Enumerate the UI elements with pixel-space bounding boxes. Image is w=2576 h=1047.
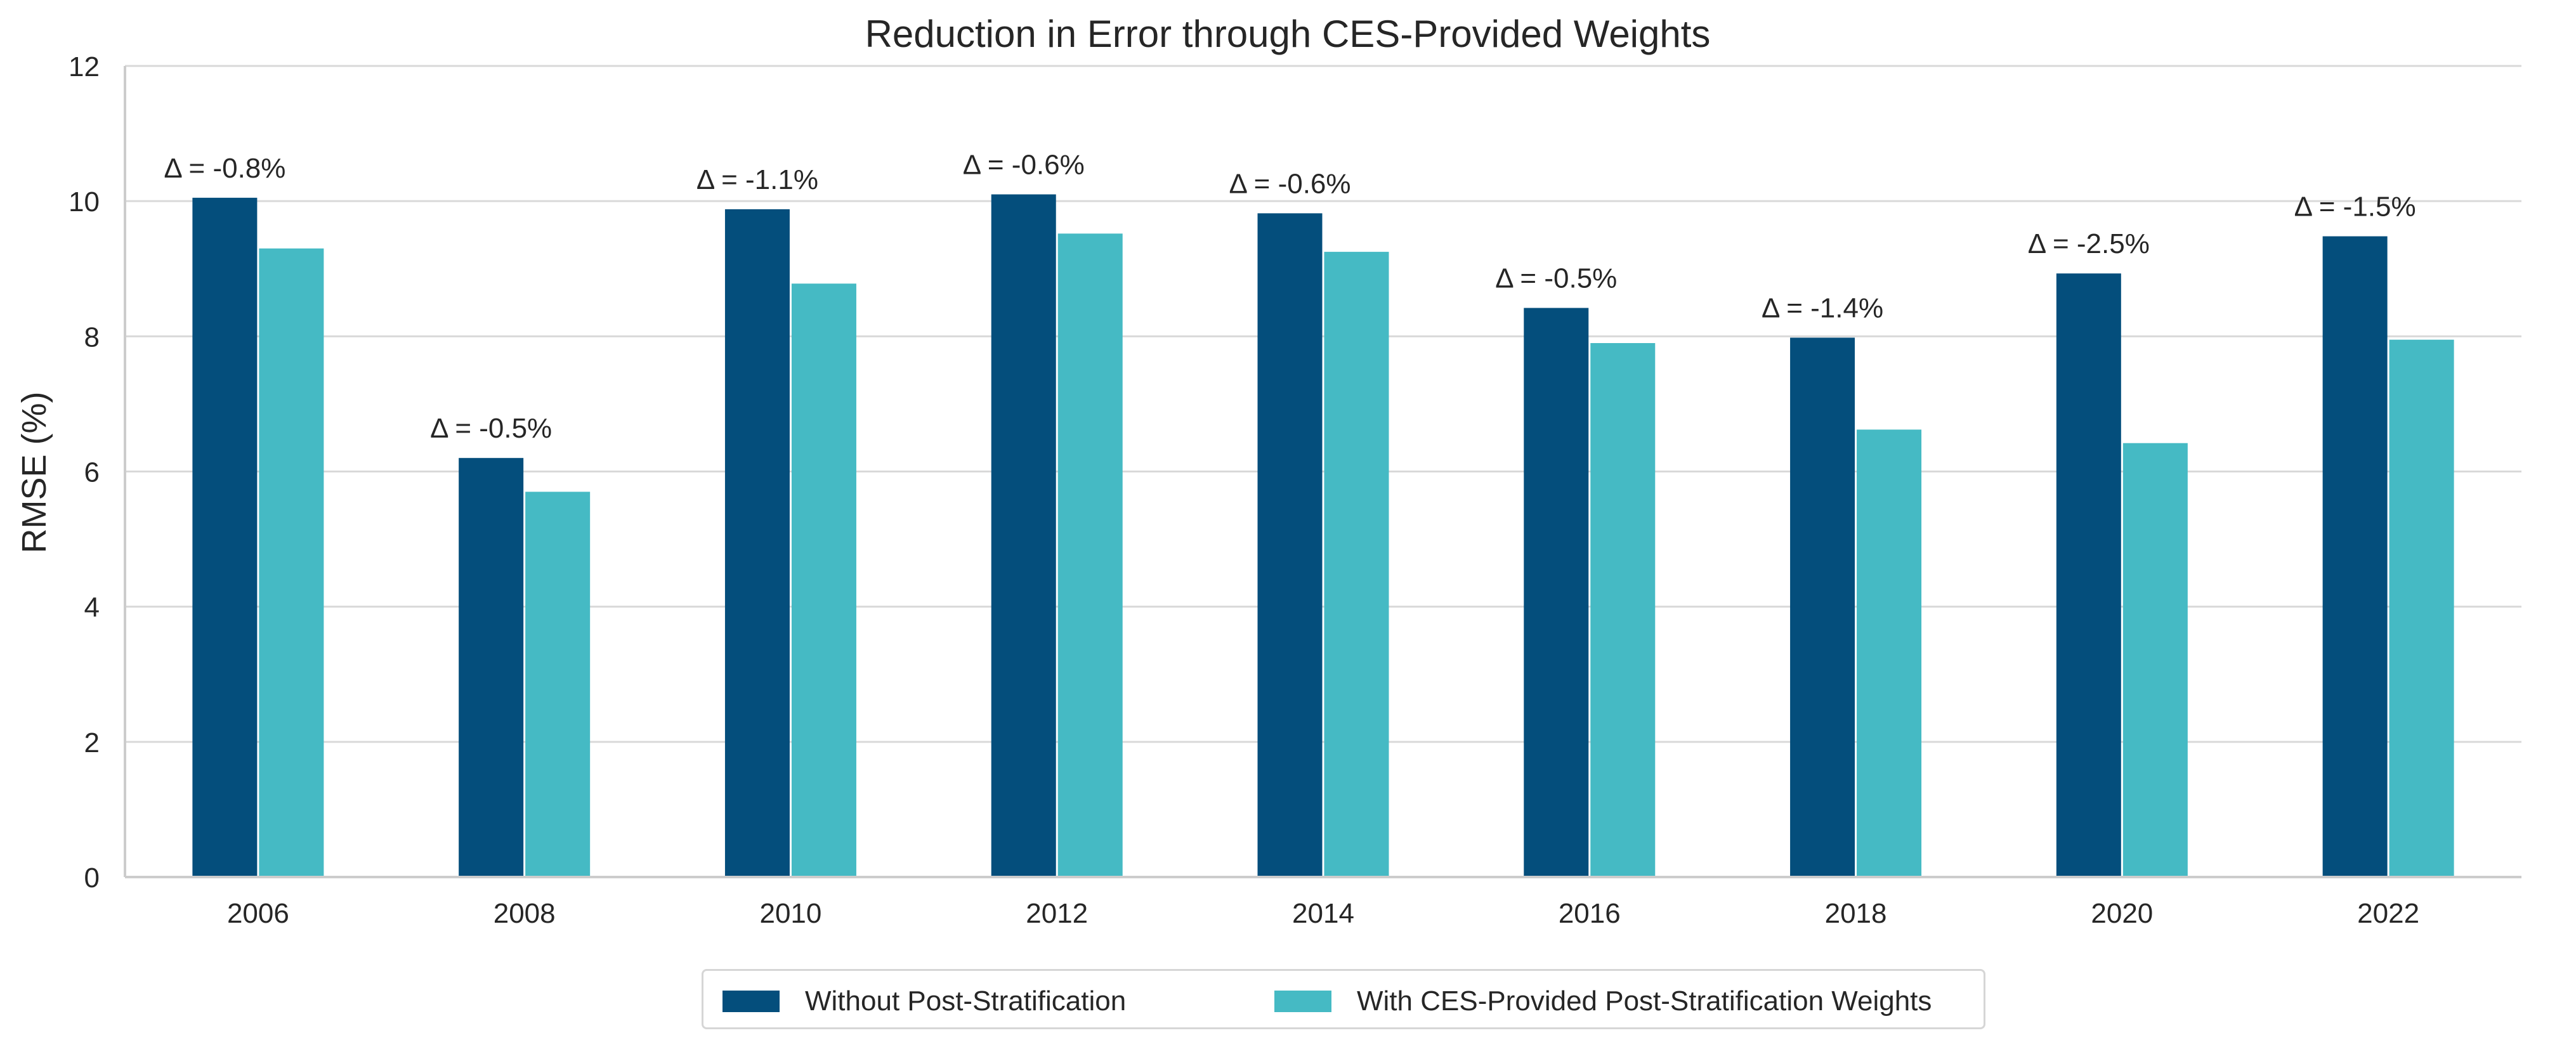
- bar-without: [1257, 213, 1323, 877]
- x-tick-label: 2006: [227, 898, 289, 929]
- bar-with: [2389, 339, 2454, 877]
- legend-item-with: With CES-Provided Post-Stratification We…: [1274, 971, 1932, 1031]
- y-tick-label: 2: [84, 727, 100, 758]
- grid-lines: [125, 65, 2521, 743]
- y-tick-label: 0: [84, 862, 100, 894]
- bar-with: [791, 283, 856, 877]
- y-tick-label: 12: [69, 51, 100, 82]
- y-axis-label: RMSE (%): [15, 392, 53, 554]
- bar-without: [2322, 236, 2388, 878]
- delta-annotation: Δ = -1.1%: [696, 164, 818, 195]
- bar-without: [459, 458, 524, 877]
- x-tick-label: 2016: [1559, 898, 1621, 929]
- bar-without: [1524, 308, 1589, 877]
- chart-title: Reduction in Error through CES-Provided …: [865, 13, 1711, 55]
- x-tick-label: 2020: [2091, 898, 2153, 929]
- delta-annotation: Δ = -2.5%: [2028, 228, 2150, 259]
- axes: [124, 66, 2521, 878]
- delta-annotation: Δ = -0.6%: [1229, 168, 1350, 199]
- bar-with: [1057, 233, 1123, 877]
- y-tick-label: 4: [84, 592, 100, 623]
- x-tick-label: 2018: [1825, 898, 1887, 929]
- bar-with: [1857, 429, 1922, 877]
- delta-annotation: Δ = -0.8%: [164, 153, 285, 184]
- x-tick-label: 2010: [759, 898, 821, 929]
- labels: 0 2 4 6 8 10 12 2006 Δ = -0.8% 2008 Δ = -0.5% 2010 Δ…: [69, 51, 2419, 929]
- delta-annotation: Δ = -0.5%: [430, 413, 552, 444]
- x-tick-label: 2014: [1292, 898, 1354, 929]
- bar-without: [192, 197, 258, 877]
- bar-with: [1324, 252, 1389, 878]
- legend-swatch-with: [1274, 990, 1331, 1012]
- bar-with: [259, 248, 324, 877]
- bar-without: [2056, 273, 2121, 878]
- y-tick-label: 6: [84, 457, 100, 488]
- x-tick-label: 2022: [2357, 898, 2419, 929]
- delta-annotation: Δ = -0.6%: [963, 150, 1085, 181]
- x-tick-label: 2012: [1026, 898, 1088, 929]
- delta-annotation: Δ = -1.4%: [1762, 292, 1883, 323]
- bars: [192, 194, 2454, 878]
- bar-without: [991, 194, 1056, 878]
- bar-with: [1590, 342, 1656, 877]
- legend: Without Post-Stratification With CES-Pro…: [702, 969, 1985, 1029]
- legend-label-without: Without Post-Stratification: [805, 985, 1127, 1017]
- bar-without: [1790, 337, 1855, 877]
- bar-with: [2122, 443, 2188, 877]
- legend-item-without: Without Post-Stratification: [722, 971, 1126, 1031]
- bar-without: [724, 209, 790, 877]
- y-tick-label: 8: [84, 322, 100, 353]
- delta-annotation: Δ = -0.5%: [1495, 263, 1617, 294]
- x-tick-label: 2008: [494, 898, 556, 929]
- y-tick-label: 10: [69, 186, 100, 218]
- bar-with: [525, 491, 591, 877]
- legend-swatch-without: [722, 990, 780, 1012]
- delta-annotation: Δ = -1.5%: [2294, 192, 2416, 223]
- legend-label-with: With CES-Provided Post-Stratification We…: [1357, 985, 1932, 1017]
